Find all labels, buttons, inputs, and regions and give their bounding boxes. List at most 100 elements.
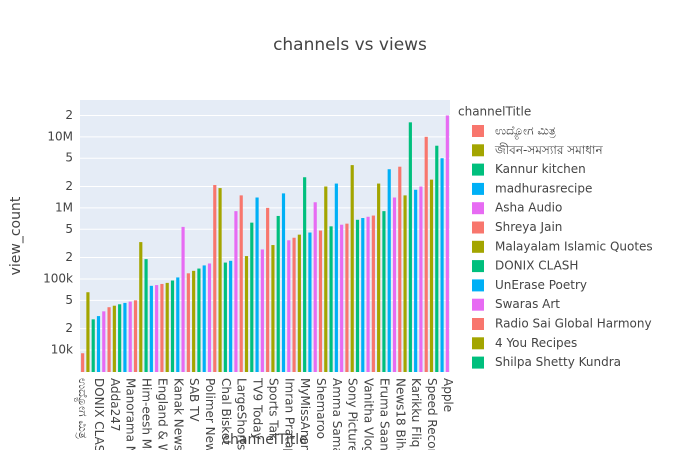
bar: [170, 280, 175, 372]
bar: [276, 215, 280, 372]
bar: [292, 237, 296, 372]
legend-label: Malayalam Islamic Quotes: [495, 239, 653, 253]
legend-swatch: [472, 221, 484, 234]
bar: [271, 245, 275, 372]
x-tick-label: Imran Pratapgarhi: [282, 378, 296, 450]
x-tick-label: Vanitha Vlogs: [362, 378, 376, 450]
bar: [281, 193, 286, 372]
bar: [371, 215, 375, 372]
x-tick-label: Sony Pictures: [346, 378, 360, 450]
bar: [435, 145, 439, 372]
bar: [112, 305, 116, 372]
legend-title: channelTitle: [458, 105, 531, 119]
bar: [213, 184, 217, 372]
bar: [414, 189, 418, 372]
y-tick-label: 10k: [51, 342, 73, 356]
legend-swatch: [472, 260, 484, 273]
legend-swatch: [472, 240, 484, 253]
bar: [408, 122, 412, 372]
y-tick-label: 2: [65, 321, 73, 335]
x-tick-label: LargeShorts: [235, 378, 249, 450]
legend-swatch: [472, 182, 484, 195]
bar: [445, 115, 449, 372]
bar: [403, 195, 407, 372]
bar: [440, 158, 444, 372]
y-tick-label: 5: [65, 293, 73, 307]
bar: [181, 226, 185, 372]
x-tick-label: Speed Records: [425, 378, 439, 450]
bar: [155, 285, 159, 372]
legend-label: UnErase Poetry: [495, 278, 587, 292]
chart-title: channels vs views: [273, 35, 427, 55]
bar: [91, 319, 95, 372]
y-tick-label: 2: [65, 108, 73, 122]
bar: [345, 223, 349, 372]
bar: [297, 234, 301, 372]
legend-label: Kannur kitchen: [495, 162, 586, 176]
y-tick-label: 10M: [47, 129, 73, 143]
bar: [165, 282, 169, 372]
x-tick-label: Sports Tak: [266, 378, 280, 440]
x-tick-label: Him-eesh Madaan: [140, 378, 154, 450]
bar: [139, 242, 143, 372]
legend-swatch: [472, 144, 484, 157]
bar: [313, 202, 317, 372]
y-tick-label: 1M: [55, 200, 73, 214]
bar: [377, 183, 381, 372]
x-tick-label: Polimer News: [203, 378, 217, 450]
bar: [287, 240, 291, 372]
bar: [234, 211, 238, 372]
legend-swatch: [472, 356, 484, 369]
y-tick-label: 2: [65, 250, 73, 264]
bar: [255, 197, 259, 372]
y-tick-label: 2: [65, 179, 73, 193]
y-axis-title: view_count: [8, 196, 24, 275]
bar: [340, 224, 344, 372]
bar: [419, 186, 423, 372]
bar: [202, 265, 206, 372]
bar: [133, 300, 138, 372]
bar: [192, 270, 196, 372]
x-tick-label: ಉದ್ಯೋಗ ಮಿತ್ರ: [74, 378, 90, 439]
legend-label: ಉದ್ಯೋಗ ಮಿತ್ರ: [495, 124, 556, 140]
bar: [366, 216, 370, 372]
legend-label: Radio Sai Global Harmony: [495, 317, 652, 331]
bar: [387, 169, 391, 372]
bar: [260, 249, 264, 372]
bar: [123, 302, 127, 372]
legend-label: Swaras Art: [495, 297, 560, 311]
bar: [250, 222, 254, 372]
bar: [96, 316, 101, 372]
bar: [429, 179, 434, 372]
bar: [229, 260, 233, 372]
bar: [160, 283, 164, 372]
x-tick-label: Kanak News: [171, 378, 185, 450]
x-axis-title: channelTitle: [222, 432, 307, 448]
legend-swatch: [472, 318, 484, 330]
bar: [382, 211, 386, 372]
bar: [81, 353, 85, 372]
legend-swatch: [472, 279, 484, 292]
x-tick-label: Karikku Fliq: [409, 378, 423, 447]
legend-label: Shilpa Shetty Kundra: [495, 355, 621, 369]
bar: [324, 186, 328, 372]
x-tick-label: News18 Bihar: [393, 378, 407, 450]
bar: [308, 232, 312, 372]
bar: [128, 301, 132, 372]
legend-label: madhurasrecipe: [495, 181, 592, 195]
x-tick-label: DONIX CLASH: [92, 378, 106, 450]
bar: [350, 165, 354, 372]
bar: [361, 218, 365, 372]
bar: [118, 304, 122, 372]
bar: [197, 268, 201, 372]
y-tick-label: 100k: [43, 271, 73, 285]
bar: [218, 188, 222, 372]
legend-swatch: [472, 125, 484, 137]
bar: [207, 263, 212, 372]
legend-swatch: [472, 337, 484, 350]
legend-label: Shreya Jain: [495, 220, 562, 234]
bar: [334, 183, 338, 372]
y-tick-label: 5: [65, 222, 73, 236]
bar: [176, 277, 180, 372]
legend-label: Asha Audio: [495, 201, 562, 215]
